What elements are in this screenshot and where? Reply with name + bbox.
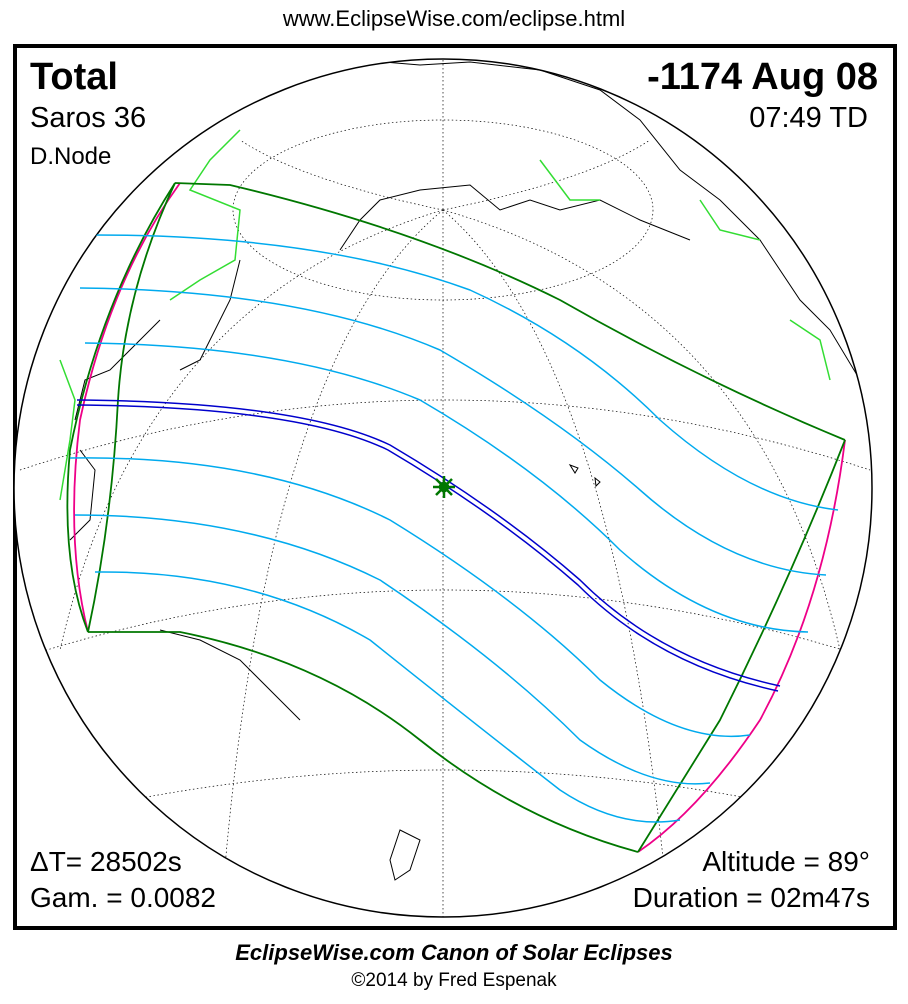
- country-borders: [59, 129, 831, 501]
- coastlines: [69, 59, 861, 881]
- eclipse-type: Total: [30, 56, 118, 98]
- altitude: Altitude = 89°: [702, 846, 870, 877]
- eclipse-time: 07:49 TD: [749, 102, 868, 134]
- gamma: Gam. = 0.0082: [30, 882, 217, 913]
- footer-title: EclipseWise.com Canon of Solar Eclipses: [235, 940, 673, 965]
- graticule: [14, 60, 872, 917]
- penumbral-magnitude-lines: [69, 234, 839, 823]
- eclipse-date: -1174 Aug 08: [647, 56, 878, 98]
- delta-t: ΔT= 28502s: [30, 846, 182, 877]
- saros-number: Saros 36: [30, 102, 147, 134]
- node: D.Node: [30, 143, 112, 170]
- rise-set-curves: [73, 182, 846, 853]
- greatest-eclipse-star-marker-icon: [433, 476, 455, 498]
- central-line: [76, 399, 781, 692]
- duration: Duration = 02m47s: [632, 882, 870, 913]
- footer-copyright: ©2014 by Fred Espenak: [351, 970, 557, 991]
- source-url: www.EclipseWise.com/eclipse.html: [282, 6, 626, 31]
